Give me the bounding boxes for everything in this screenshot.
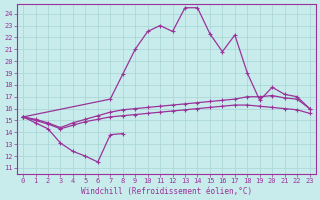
X-axis label: Windchill (Refroidissement éolien,°C): Windchill (Refroidissement éolien,°C) bbox=[81, 187, 252, 196]
